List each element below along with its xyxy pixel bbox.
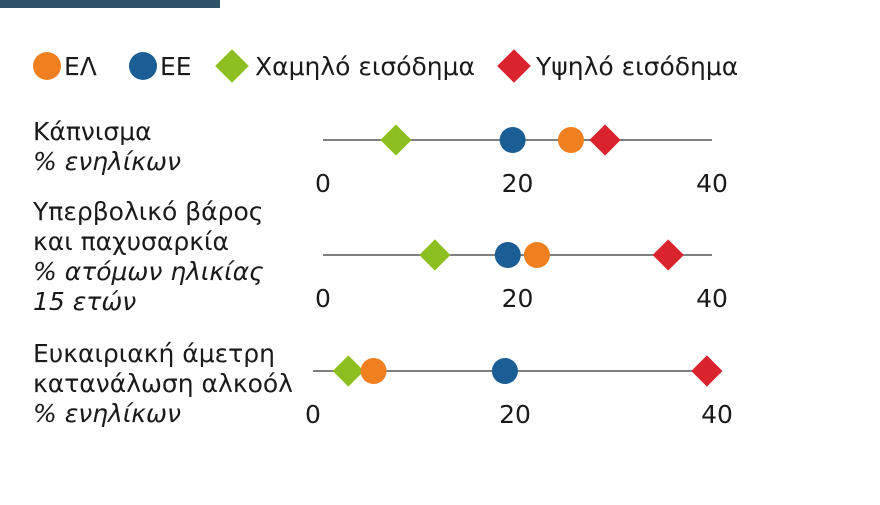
tick-label: 40 (696, 284, 728, 313)
row-label: κατανάλωση αλκοόλ (33, 369, 293, 398)
legend-label-low: Χαμηλό εισόδημα (255, 52, 475, 81)
tick-label: 20 (499, 400, 531, 429)
data-point-ee (491, 358, 518, 384)
data-point-el (360, 358, 387, 384)
data-point-ee (494, 242, 521, 268)
row-label: και παχυσαρκία (33, 227, 229, 256)
tick-label: 0 (315, 169, 331, 198)
data-point-high (691, 355, 723, 387)
row-label: Κάπνισμα (33, 117, 152, 146)
data-point-low (332, 355, 364, 387)
legend-label-high: Υψηλό εισόδημα (535, 52, 738, 81)
top-accent-bar (0, 0, 220, 8)
tick-label: 0 (315, 284, 331, 313)
data-point-el (557, 127, 584, 153)
tick-label: 20 (502, 284, 534, 313)
data-point-high (589, 124, 621, 156)
chart-legend: ΕΛ ΕΕ Χαμηλό εισόδημα Υψηλό εισόδημα (33, 49, 738, 83)
legend-marker-ee (129, 52, 157, 80)
data-point-el (523, 242, 550, 268)
row-unit-label: % ενηλίκων (33, 399, 181, 428)
row-unit-label: % ενηλίκων (33, 147, 181, 176)
data-point-ee (499, 127, 526, 153)
chart-row-0: Κάπνισμα% ενηλίκων 0 20 40 (33, 117, 728, 198)
tick-label: 40 (701, 400, 733, 429)
tick-label: 0 (305, 400, 321, 429)
tick-label: 40 (696, 169, 728, 198)
legend-label-el: ΕΛ (64, 52, 97, 81)
row-label: Ευκαιριακή άμετρη (33, 339, 275, 368)
row-unit-label: % ατόμων ηλικίας (33, 257, 264, 286)
tick-label: 20 (502, 169, 534, 198)
legend-label-ee: ΕΕ (160, 52, 192, 81)
data-point-high (652, 239, 684, 271)
data-point-low (380, 124, 412, 156)
legend-marker-high (497, 49, 531, 83)
row-unit-label: 15 ετών (33, 287, 136, 316)
row-label: Υπερβολικό βάρος (32, 197, 263, 226)
legend-marker-low (215, 49, 249, 83)
legend-marker-el (33, 52, 61, 80)
data-point-low (419, 239, 451, 271)
